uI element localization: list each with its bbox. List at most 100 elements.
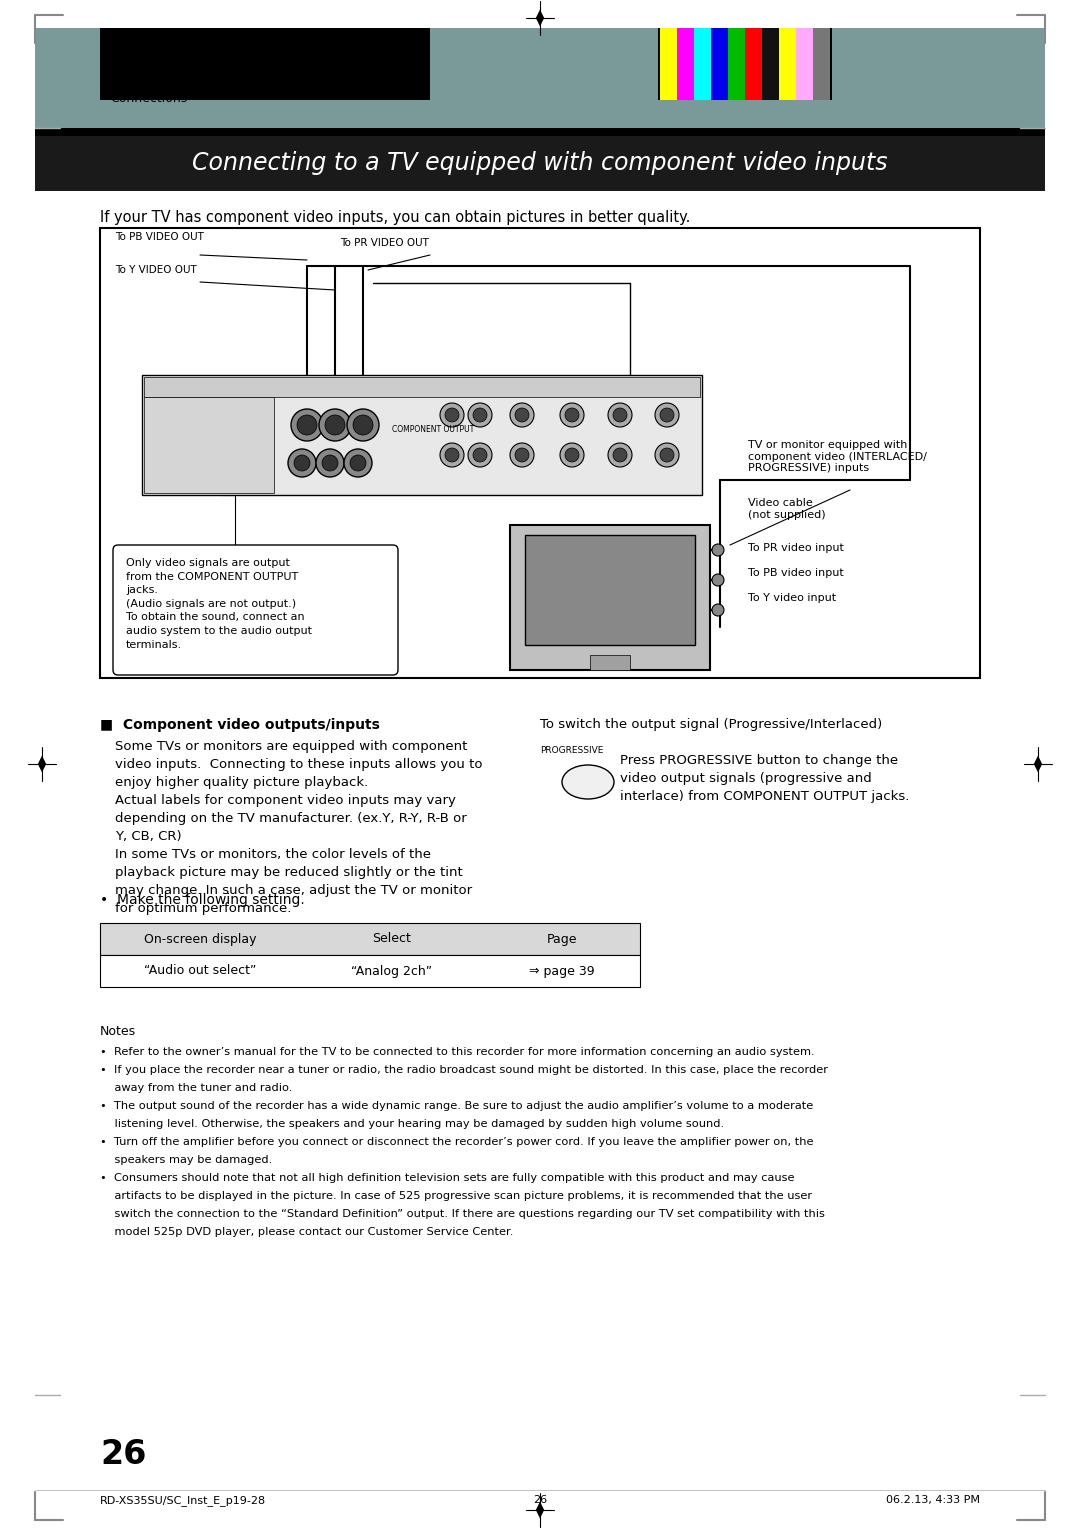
Bar: [35, 28, 1045, 128]
Circle shape: [468, 403, 492, 426]
Text: “Analog 2ch”: “Analog 2ch”: [351, 964, 433, 978]
Polygon shape: [1034, 756, 1042, 772]
Circle shape: [468, 443, 492, 468]
Circle shape: [712, 575, 724, 587]
Circle shape: [440, 443, 464, 468]
Bar: [144, 377, 700, 397]
Ellipse shape: [562, 766, 615, 799]
Text: COMPONENT OUTPUT: COMPONENT OUTPUT: [392, 425, 474, 434]
Text: Video cable
(not supplied): Video cable (not supplied): [748, 498, 825, 520]
Polygon shape: [38, 756, 46, 772]
Bar: [762, 28, 779, 99]
Text: If your TV has component video inputs, you can obtain pictures in better quality: If your TV has component video inputs, y…: [100, 209, 690, 225]
Circle shape: [288, 449, 316, 477]
Bar: [35, 136, 1045, 191]
Circle shape: [515, 408, 529, 422]
Text: •  Refer to the owner’s manual for the TV to be connected to this recorder for m: • Refer to the owner’s manual for the TV…: [100, 1047, 814, 1057]
Text: To PB VIDEO OUT: To PB VIDEO OUT: [114, 232, 204, 241]
Circle shape: [565, 408, 579, 422]
Bar: [510, 526, 710, 669]
Text: •  Consumers should note that not all high definition television sets are fully : • Consumers should note that not all hig…: [100, 1174, 795, 1183]
Polygon shape: [536, 1502, 544, 1519]
Circle shape: [608, 443, 632, 468]
Bar: [677, 28, 694, 99]
Circle shape: [712, 604, 724, 616]
Circle shape: [353, 416, 373, 435]
Circle shape: [294, 455, 310, 471]
Bar: [35, 128, 1045, 136]
Circle shape: [510, 403, 534, 426]
Bar: [711, 28, 728, 99]
Text: •  Turn off the amplifier before you connect or disconnect the recorder’s power : • Turn off the amplifier before you conn…: [100, 1137, 813, 1148]
Circle shape: [322, 455, 338, 471]
Bar: [144, 397, 274, 494]
Text: artifacts to be displayed in the picture. In case of 525 progressive scan pictur: artifacts to be displayed in the picture…: [100, 1190, 812, 1201]
Bar: [745, 28, 762, 99]
Bar: [728, 28, 745, 99]
Text: 06.2.13, 4:33 PM: 06.2.13, 4:33 PM: [886, 1494, 980, 1505]
Bar: [658, 28, 832, 99]
Circle shape: [654, 403, 679, 426]
Text: TV or monitor equipped with
component video (INTERLACED/
PROGRESSIVE) inputs: TV or monitor equipped with component vi…: [748, 440, 927, 474]
Circle shape: [654, 443, 679, 468]
Text: Connecting to a TV equipped with component video inputs: Connecting to a TV equipped with compone…: [192, 151, 888, 176]
Polygon shape: [536, 9, 544, 26]
Bar: [779, 28, 796, 99]
Circle shape: [445, 408, 459, 422]
Text: To PB video input: To PB video input: [748, 568, 843, 578]
Text: Press PROGRESSIVE button to change the
video output signals (progressive and
int: Press PROGRESSIVE button to change the v…: [620, 753, 909, 804]
Circle shape: [325, 416, 345, 435]
Text: listening level. Otherwise, the speakers and your hearing may be damaged by sudd: listening level. Otherwise, the speakers…: [100, 1118, 724, 1129]
Text: “Audio out select”: “Audio out select”: [144, 964, 256, 978]
Text: model 525p DVD player, please contact our Customer Service Center.: model 525p DVD player, please contact ou…: [100, 1227, 513, 1238]
Text: ■  Component video outputs/inputs: ■ Component video outputs/inputs: [100, 718, 380, 732]
Text: 26: 26: [532, 1494, 548, 1505]
Circle shape: [608, 403, 632, 426]
Circle shape: [445, 448, 459, 461]
Text: speakers may be damaged.: speakers may be damaged.: [100, 1155, 272, 1164]
Circle shape: [515, 448, 529, 461]
Bar: [590, 656, 630, 669]
Circle shape: [350, 455, 366, 471]
Circle shape: [712, 544, 724, 556]
Text: ⇒ page 39: ⇒ page 39: [529, 964, 595, 978]
Circle shape: [297, 416, 318, 435]
Text: switch the connection to the “Standard Definition” output. If there are question: switch the connection to the “Standard D…: [100, 1209, 825, 1219]
Text: Notes: Notes: [100, 1025, 136, 1038]
Bar: [796, 28, 813, 99]
Circle shape: [440, 403, 464, 426]
Text: To PR video input: To PR video input: [748, 542, 843, 553]
Text: Only video signals are output
from the COMPONENT OUTPUT
jacks.
(Audio signals ar: Only video signals are output from the C…: [126, 558, 312, 649]
Text: On-screen display: On-screen display: [144, 932, 256, 946]
Circle shape: [561, 403, 584, 426]
Text: To switch the output signal (Progressive/Interlaced): To switch the output signal (Progressive…: [540, 718, 882, 730]
Bar: [660, 28, 677, 99]
Circle shape: [473, 448, 487, 461]
Text: •  If you place the recorder near a tuner or radio, the radio broadcast sound mi: • If you place the recorder near a tuner…: [100, 1065, 828, 1076]
Text: Page: Page: [546, 932, 577, 946]
Circle shape: [345, 449, 372, 477]
Bar: [100, 955, 640, 987]
Bar: [100, 228, 980, 678]
Circle shape: [316, 449, 345, 477]
Text: To PR VIDEO OUT: To PR VIDEO OUT: [340, 238, 429, 248]
Circle shape: [660, 448, 674, 461]
Bar: [100, 28, 430, 99]
Circle shape: [565, 448, 579, 461]
Bar: [813, 28, 831, 99]
Circle shape: [510, 443, 534, 468]
Circle shape: [613, 448, 627, 461]
Text: To Y VIDEO OUT: To Y VIDEO OUT: [114, 264, 197, 275]
Text: Connections: Connections: [110, 92, 187, 105]
Circle shape: [319, 410, 351, 442]
Text: Some TVs or monitors are equipped with component
video inputs.  Connecting to th: Some TVs or monitors are equipped with c…: [114, 740, 483, 915]
Circle shape: [561, 443, 584, 468]
Text: •  Make the following setting.: • Make the following setting.: [100, 892, 305, 908]
Text: RD-XS35SU/SC_Inst_E_p19-28: RD-XS35SU/SC_Inst_E_p19-28: [100, 1494, 266, 1507]
Bar: [694, 28, 711, 99]
Text: Select: Select: [373, 932, 411, 946]
Circle shape: [613, 408, 627, 422]
Bar: [141, 374, 702, 495]
Text: To Y video input: To Y video input: [748, 593, 836, 604]
Circle shape: [660, 408, 674, 422]
